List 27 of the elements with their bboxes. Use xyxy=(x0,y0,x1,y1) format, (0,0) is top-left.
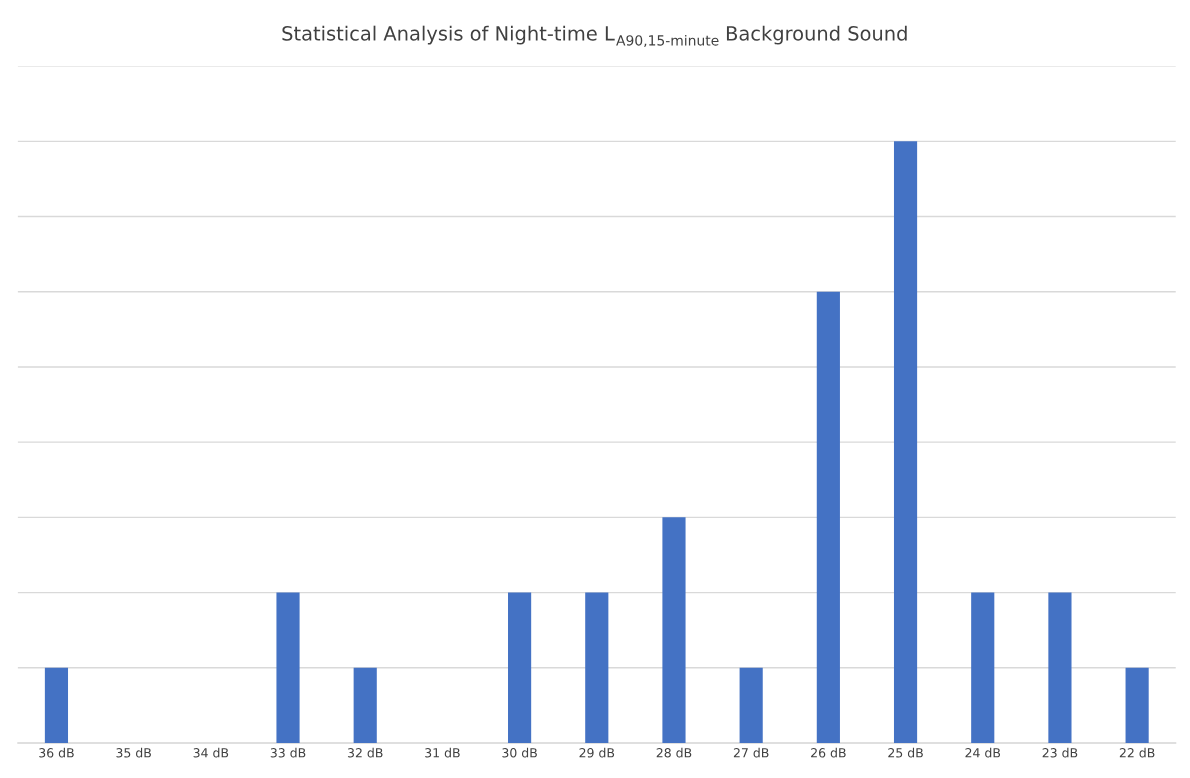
x-tick-label: 22 dB xyxy=(1119,747,1155,758)
bar xyxy=(353,667,377,743)
x-tick-label: 36 dB xyxy=(39,747,74,758)
x-tick-label: 31 dB xyxy=(425,747,460,758)
x-tick-label: 23 dB xyxy=(1042,747,1078,758)
x-tick-label: 28 dB xyxy=(656,747,692,758)
x-tick-label: 34 dB xyxy=(193,747,229,758)
x-tick-label: 30 dB xyxy=(502,747,537,758)
bar xyxy=(662,517,686,743)
x-tick-label: 24 dB xyxy=(965,747,1001,758)
x-tick-label: 27 dB xyxy=(733,747,769,758)
bar xyxy=(1125,667,1149,743)
x-tick-label: 32 dB xyxy=(347,747,383,758)
bar xyxy=(585,592,609,743)
x-tick-label: 25 dB xyxy=(888,747,923,758)
bar xyxy=(276,592,300,743)
x-tick-label: 29 dB xyxy=(579,747,615,758)
bar xyxy=(971,592,995,743)
bar xyxy=(893,141,918,743)
bar xyxy=(1048,592,1072,743)
x-tick-label: 26 dB xyxy=(811,747,846,758)
x-tick-label: 35 dB xyxy=(116,747,151,758)
x-tick-label: 33 dB xyxy=(270,747,306,758)
bar xyxy=(816,291,840,743)
bar xyxy=(508,592,532,743)
bar xyxy=(44,667,69,743)
bar xyxy=(739,667,763,743)
